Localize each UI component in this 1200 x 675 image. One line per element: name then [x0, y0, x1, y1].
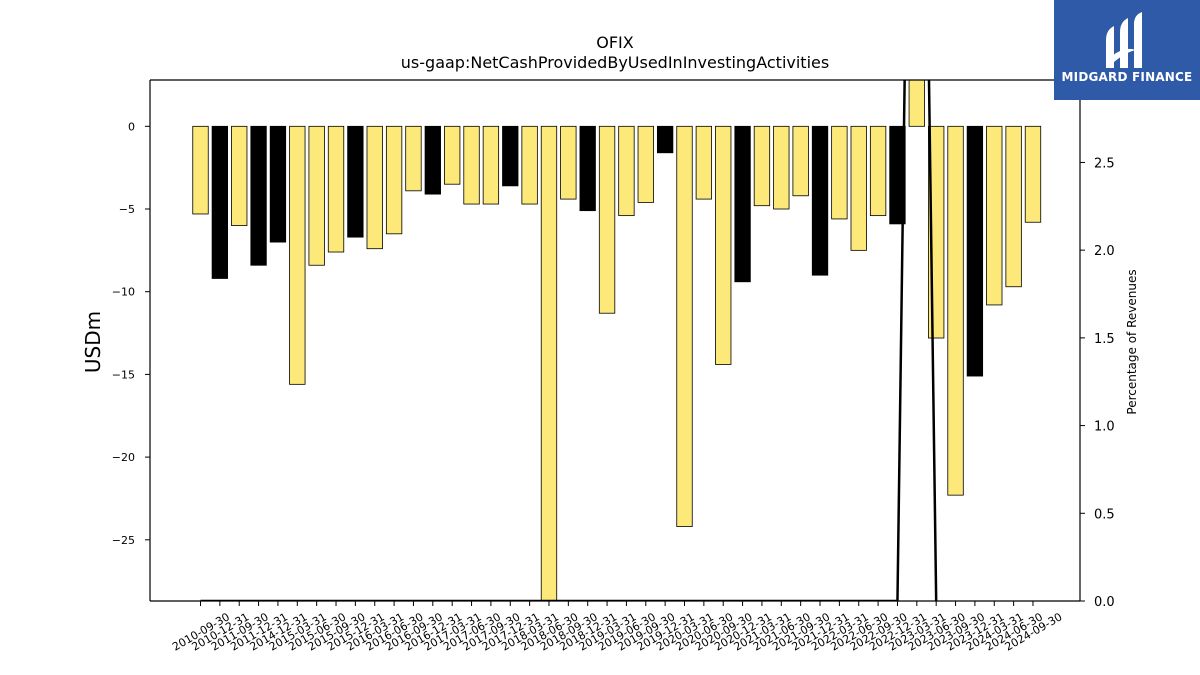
y-tick-label: −5 [119, 203, 135, 216]
y2-tick-label: 0.0 [1094, 595, 1115, 610]
chart-title: OFIX [596, 33, 634, 52]
bar-series [192, 80, 1042, 601]
bar [637, 125, 654, 203]
bar [347, 125, 364, 238]
bar [598, 125, 616, 314]
y-tick-label: 0 [128, 120, 135, 133]
bar [792, 125, 809, 197]
bar [753, 125, 771, 207]
bar [385, 125, 403, 235]
y2-tick-label: 1.0 [1094, 420, 1115, 435]
bar [308, 125, 325, 266]
bar [327, 125, 345, 253]
percentage-line-series [200, 80, 938, 601]
bar [676, 125, 693, 527]
bar [1024, 125, 1042, 223]
bar [366, 125, 383, 250]
bar [405, 125, 422, 192]
x-axis-ticks: 2010-09-302010-12-312011-09-302011-12-31… [170, 601, 1064, 654]
bar [734, 125, 751, 283]
bar [773, 125, 790, 210]
y-tick-label: −10 [112, 286, 135, 299]
bar [869, 125, 887, 217]
bar [908, 80, 925, 127]
bar [618, 125, 635, 217]
bar [250, 125, 267, 266]
y-tick-label: −25 [112, 534, 135, 547]
bar [502, 125, 519, 187]
bar [540, 125, 558, 601]
bar [947, 125, 964, 496]
bar [986, 125, 1003, 306]
bar [463, 125, 480, 205]
bar [424, 125, 441, 195]
bar [521, 125, 538, 205]
bar [231, 125, 248, 226]
y-axis-ticks: 0 −5 −10 −15 −20 −25 [112, 120, 150, 547]
percentage-line [200, 80, 938, 601]
bar [850, 125, 867, 251]
bar [811, 125, 829, 276]
bar [560, 125, 577, 200]
bar [1005, 125, 1022, 288]
bar [656, 125, 674, 154]
logo-text: MIDGARD FINANCE [1061, 70, 1193, 84]
bar [269, 125, 287, 243]
y2-axis-label: Percentage of Revenues [1125, 269, 1139, 414]
axes [149, 79, 1081, 602]
bar [715, 125, 732, 365]
y-tick-label: −20 [112, 451, 135, 464]
bar [192, 125, 209, 215]
bar [889, 125, 906, 225]
y2-axis-ticks: 0.0 0.5 1.0 1.5 2.0 2.5 [1080, 156, 1115, 610]
y2-tick-label: 2.5 [1094, 156, 1115, 171]
y-tick-label: −15 [112, 368, 135, 381]
chart-subtitle: us-gaap:NetCashProvidedByUsedInInvesting… [401, 53, 829, 72]
y-axis-label: USDm [81, 311, 105, 373]
midgard-logo-icon [1106, 12, 1142, 68]
bar [444, 125, 461, 185]
bar [579, 125, 596, 212]
bar [289, 125, 306, 385]
bar [695, 125, 713, 200]
bar [831, 125, 848, 220]
bar [211, 125, 229, 279]
y2-tick-label: 0.5 [1094, 507, 1115, 522]
y2-tick-label: 1.5 [1094, 332, 1115, 347]
bar [482, 125, 500, 205]
midgard-finance-logo: MIDGARD FINANCE [1054, 0, 1200, 100]
y2-tick-label: 2.0 [1094, 244, 1115, 259]
bar [966, 125, 984, 377]
